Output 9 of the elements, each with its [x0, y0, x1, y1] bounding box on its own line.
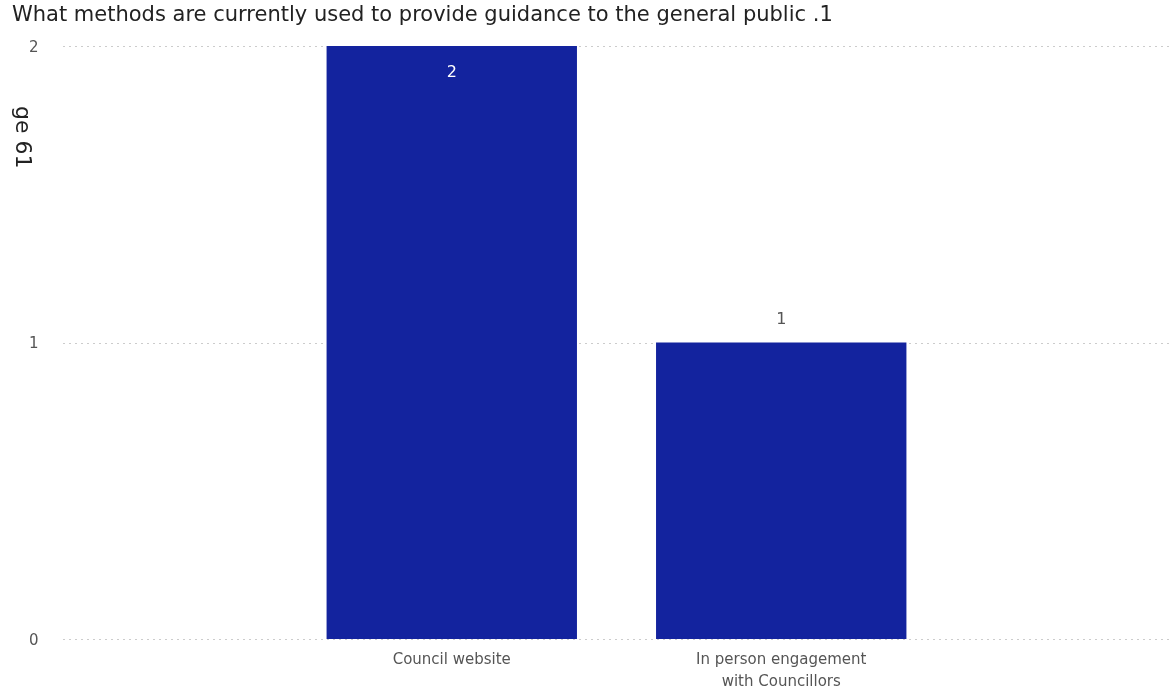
- chart-title: What methods are currently used to provide guidance to the general public .1: [12, 2, 833, 26]
- y-tick-label: 0: [28, 630, 39, 649]
- x-tick-label: Council website: [392, 649, 511, 668]
- data-label: 2: [446, 62, 457, 81]
- text: ge 61: [11, 106, 36, 169]
- data-label: 1: [776, 308, 787, 328]
- y-tick-label: 1: [28, 334, 39, 352]
- x-tick-label: In person engagement with Councillors: [696, 649, 867, 690]
- y-tick-label: 2: [28, 37, 39, 56]
